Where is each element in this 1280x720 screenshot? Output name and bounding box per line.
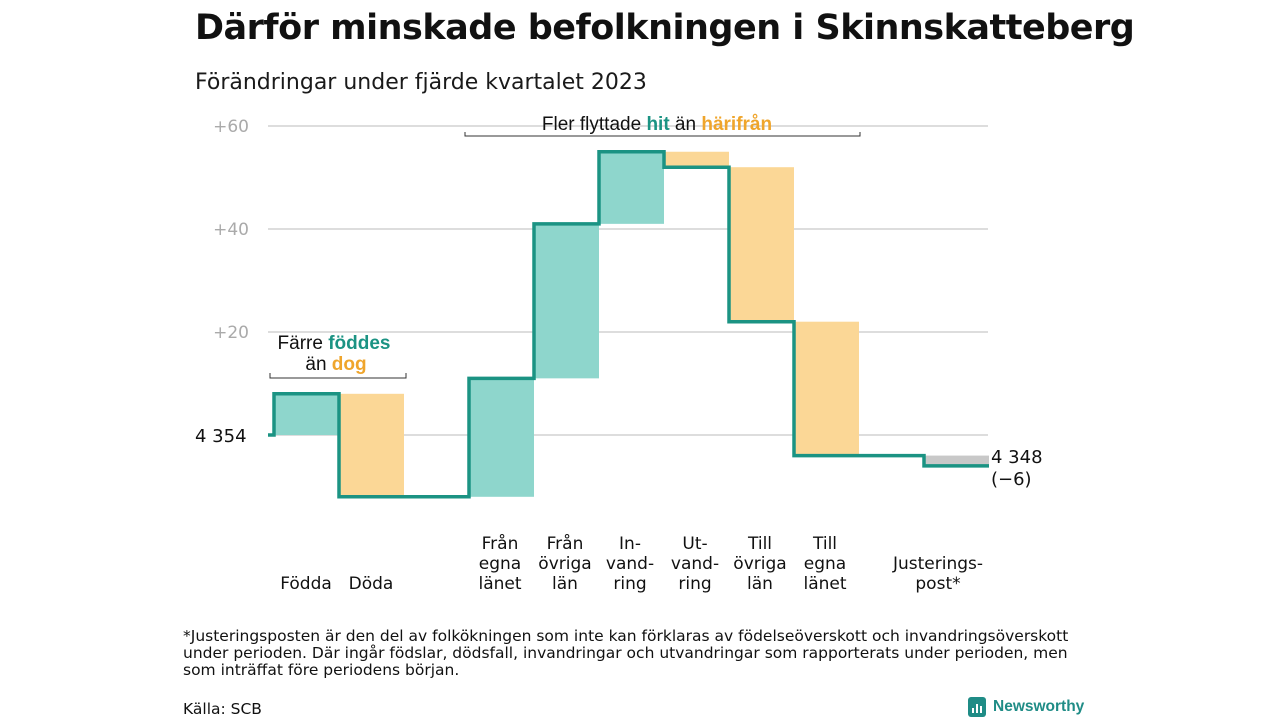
- category-label: In-: [619, 534, 641, 554]
- bar-5: [664, 151, 729, 168]
- bar-7: [794, 321, 859, 456]
- line-layer: [268, 150, 989, 499]
- chart-title: Därför minskade befolkningen i Skinnskat…: [195, 8, 1135, 48]
- category-label: övriga: [733, 554, 786, 574]
- category-label: vand-: [671, 554, 719, 574]
- category-label: länet: [803, 574, 846, 594]
- bar-6: [729, 167, 794, 322]
- category-label: Från: [547, 533, 584, 554]
- brand-logo[interactable]: Newsworthy: [968, 696, 1084, 718]
- source-note: Källa: SCB: [183, 700, 262, 718]
- category-label: Ut-: [682, 534, 707, 554]
- bar-3: [534, 223, 599, 379]
- category-label: ring: [678, 574, 711, 594]
- footnote: *Justeringsposten är den del av folkökni…: [183, 627, 1069, 679]
- end-change-label: (−6): [991, 469, 1032, 490]
- category-label: län: [552, 574, 578, 594]
- bar-layer: [274, 151, 989, 497]
- category-label: län: [747, 574, 773, 594]
- category-label: Till: [812, 534, 837, 554]
- annotation-births-line1: Färre föddes: [278, 333, 391, 354]
- category-label: egna: [804, 554, 846, 574]
- y-tick-label: +40: [213, 220, 249, 240]
- category-label: post*: [915, 574, 960, 594]
- category-label: egna: [479, 554, 521, 574]
- category-label: Från: [482, 533, 519, 554]
- bar-0: [274, 393, 339, 435]
- category-label: Till: [747, 534, 772, 554]
- y-tick-label: +20: [213, 323, 249, 343]
- category-label: Döda: [349, 574, 394, 594]
- newsworthy-icon: [968, 697, 986, 717]
- category-label: Födda: [280, 574, 332, 594]
- label-layer: Födda DödaFrånegnalänetFrånövrigalänIn-va…: [280, 533, 983, 594]
- category-label: ring: [613, 574, 646, 594]
- y-tick-label: +60: [213, 117, 249, 137]
- cumulative-line: [268, 150, 989, 499]
- category-label: länet: [478, 574, 521, 594]
- annotation-births-line2: än dog: [305, 354, 366, 375]
- annotation-bracket-births: [269, 373, 407, 379]
- bar-1: [339, 393, 404, 497]
- bar-8: [924, 455, 989, 466]
- category-label: Justerings-: [892, 554, 983, 574]
- start-value-label: 4 354: [195, 426, 247, 447]
- bar-2: [469, 378, 534, 497]
- bar-4: [599, 151, 664, 224]
- annotation-bracket-migration: [464, 132, 861, 137]
- tick-layer: +20 +40 +60 4 354 4 348(−6): [195, 117, 1043, 490]
- category-label: vand-: [606, 554, 654, 574]
- chart-subtitle: Förändringar under fjärde kvartalet 2023: [195, 70, 647, 95]
- annotation-migration: Fler flyttade hit än härifrån: [542, 114, 772, 135]
- end-value-label: 4 348: [991, 447, 1043, 468]
- brand-name: Newsworthy: [993, 698, 1085, 715]
- category-label: övriga: [538, 554, 591, 574]
